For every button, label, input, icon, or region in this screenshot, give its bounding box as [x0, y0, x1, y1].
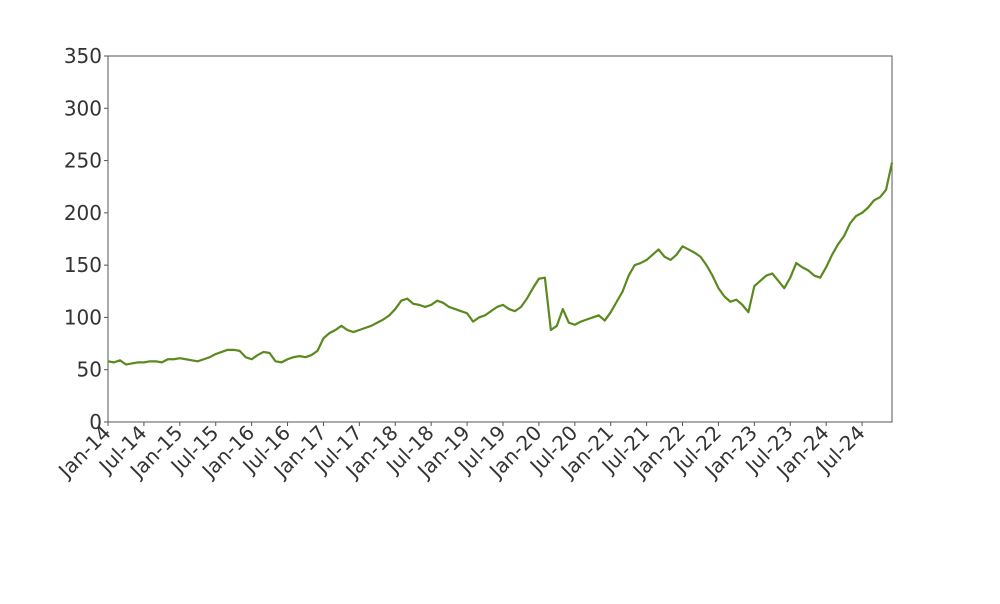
y-tick-label: 300 [64, 96, 102, 120]
y-tick-label: 150 [64, 253, 102, 277]
series-line [107, 162, 894, 366]
y-tick-label: 200 [64, 201, 102, 225]
y-tick-label: 250 [64, 149, 102, 173]
y-tick-label: 350 [64, 44, 102, 68]
y-tick-label: 100 [64, 305, 102, 329]
y-tick-label: 0 [89, 410, 102, 434]
y-tick-label: 50 [77, 358, 102, 382]
plot-frame [107, 55, 893, 423]
